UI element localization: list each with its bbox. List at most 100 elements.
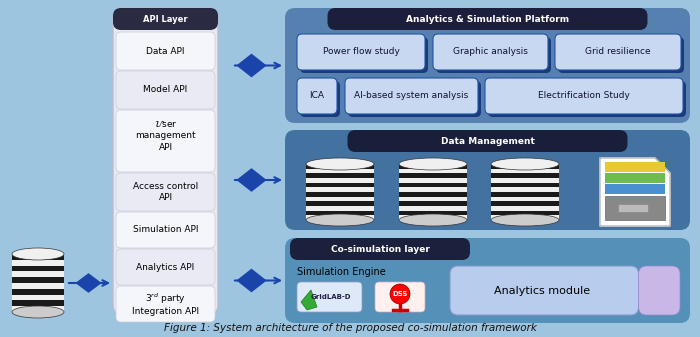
Text: API Layer: API Layer: [144, 14, 188, 24]
Bar: [306, 187, 374, 192]
FancyBboxPatch shape: [297, 78, 337, 114]
Polygon shape: [237, 169, 265, 191]
Bar: [399, 183, 467, 187]
Text: Access control
API: Access control API: [133, 182, 198, 202]
Polygon shape: [76, 274, 101, 292]
Bar: [491, 201, 559, 206]
Bar: [12, 277, 64, 283]
Bar: [399, 211, 467, 215]
Text: Analytics API: Analytics API: [136, 263, 195, 272]
Bar: [306, 201, 374, 206]
FancyBboxPatch shape: [290, 238, 470, 260]
Bar: [618, 204, 648, 212]
Bar: [306, 183, 374, 187]
Bar: [605, 196, 665, 220]
Bar: [491, 183, 559, 187]
Bar: [306, 197, 374, 201]
Bar: [399, 201, 467, 206]
FancyBboxPatch shape: [116, 249, 215, 285]
FancyBboxPatch shape: [116, 212, 215, 248]
Ellipse shape: [399, 214, 467, 226]
Text: Data API: Data API: [146, 47, 185, 56]
Text: Figure 1: System architecture of the proposed co-simulation framework: Figure 1: System architecture of the pro…: [164, 323, 536, 333]
FancyBboxPatch shape: [285, 8, 690, 123]
Polygon shape: [301, 290, 317, 310]
Text: Simulation Engine: Simulation Engine: [297, 267, 386, 277]
Bar: [306, 192, 374, 197]
Bar: [12, 289, 64, 295]
Text: Model API: Model API: [144, 86, 188, 94]
Bar: [306, 211, 374, 215]
Polygon shape: [237, 55, 265, 76]
Bar: [306, 173, 374, 178]
FancyBboxPatch shape: [347, 130, 627, 152]
FancyBboxPatch shape: [116, 286, 215, 322]
Text: Grid resilience: Grid resilience: [585, 48, 651, 57]
Bar: [399, 206, 467, 211]
Bar: [491, 206, 559, 211]
Bar: [491, 178, 559, 183]
Text: $\mathcal{U}$ser
management
API: $\mathcal{U}$ser management API: [135, 118, 196, 152]
Bar: [491, 211, 559, 215]
Bar: [605, 184, 665, 194]
FancyBboxPatch shape: [116, 71, 215, 109]
Bar: [306, 178, 374, 183]
Text: Data Management: Data Management: [440, 136, 534, 146]
FancyBboxPatch shape: [436, 37, 551, 73]
Bar: [605, 173, 665, 183]
Text: GridLAB-D: GridLAB-D: [311, 294, 351, 300]
Text: $3^{rd}$ party
Integration API: $3^{rd}$ party Integration API: [132, 292, 199, 316]
Bar: [491, 164, 559, 168]
Bar: [491, 173, 559, 178]
FancyBboxPatch shape: [328, 8, 648, 30]
Bar: [399, 164, 467, 168]
Bar: [491, 192, 559, 197]
FancyBboxPatch shape: [285, 130, 690, 230]
Bar: [605, 162, 665, 172]
Bar: [12, 254, 64, 260]
FancyBboxPatch shape: [488, 81, 686, 117]
FancyBboxPatch shape: [300, 37, 428, 73]
Bar: [399, 197, 467, 201]
FancyBboxPatch shape: [116, 173, 215, 211]
Bar: [491, 215, 559, 220]
FancyBboxPatch shape: [555, 34, 681, 70]
Bar: [12, 306, 64, 312]
FancyBboxPatch shape: [297, 282, 362, 312]
Text: ICA: ICA: [309, 92, 325, 100]
FancyBboxPatch shape: [116, 110, 215, 172]
Bar: [306, 215, 374, 220]
Text: Analytics & Simulation Platform: Analytics & Simulation Platform: [406, 14, 569, 24]
FancyBboxPatch shape: [558, 37, 684, 73]
Polygon shape: [237, 270, 265, 292]
FancyBboxPatch shape: [113, 8, 218, 30]
Bar: [491, 168, 559, 173]
Circle shape: [390, 284, 410, 304]
Bar: [12, 260, 64, 266]
Text: DSS: DSS: [392, 291, 407, 297]
Ellipse shape: [491, 214, 559, 226]
Bar: [491, 197, 559, 201]
Bar: [12, 300, 64, 306]
Ellipse shape: [306, 214, 374, 226]
FancyBboxPatch shape: [345, 78, 478, 114]
Ellipse shape: [12, 306, 64, 318]
FancyBboxPatch shape: [638, 266, 680, 315]
Text: Simulation API: Simulation API: [133, 225, 198, 235]
Ellipse shape: [491, 158, 559, 170]
Bar: [306, 206, 374, 211]
Text: Electrification Study: Electrification Study: [538, 92, 630, 100]
FancyBboxPatch shape: [433, 34, 548, 70]
Polygon shape: [600, 158, 670, 226]
Bar: [12, 266, 64, 271]
Bar: [399, 178, 467, 183]
Bar: [12, 271, 64, 277]
Bar: [12, 295, 64, 300]
Bar: [12, 283, 64, 289]
FancyBboxPatch shape: [485, 78, 683, 114]
FancyBboxPatch shape: [375, 282, 425, 312]
FancyBboxPatch shape: [348, 81, 481, 117]
Text: AI-based system analysis: AI-based system analysis: [354, 92, 468, 100]
Text: Graphic analysis: Graphic analysis: [453, 48, 528, 57]
Bar: [491, 187, 559, 192]
